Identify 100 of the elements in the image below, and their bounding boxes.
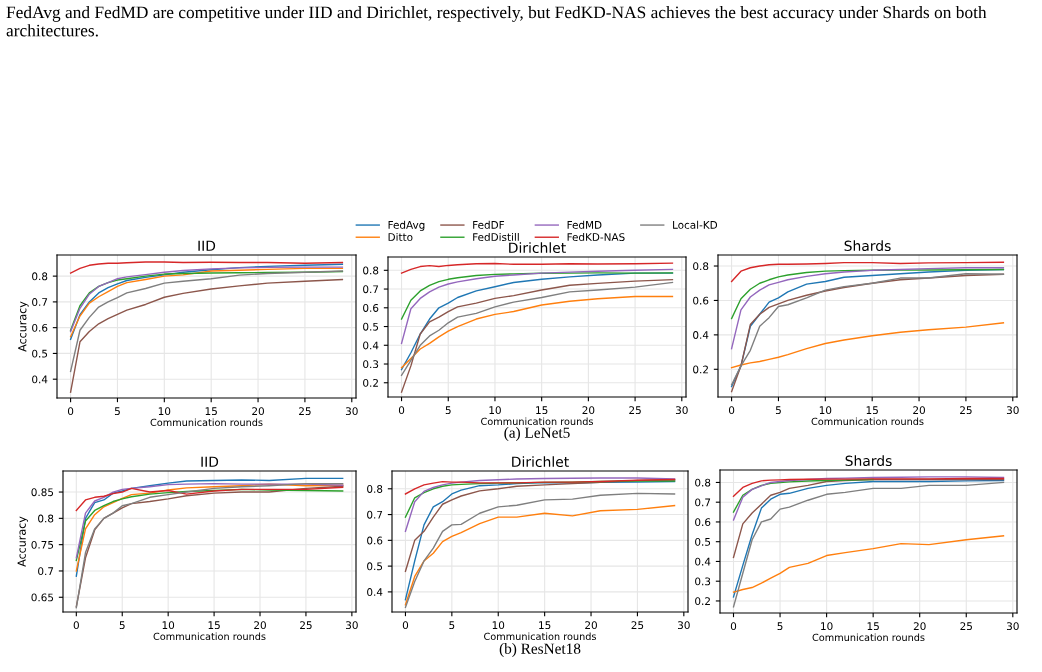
x-tick-label: 25 (629, 406, 641, 415)
y-axis-title: Accuracy (18, 301, 29, 352)
x-tick-label: 0 (728, 406, 735, 415)
line-series (69, 270, 344, 373)
x-tick-label: 20 (913, 622, 926, 631)
line-series (69, 278, 344, 393)
x-tick-label: 30 (1006, 622, 1019, 631)
line-series (69, 261, 344, 274)
x-axis-title: Communication rounds (812, 633, 925, 642)
x-tick-label: 30 (345, 407, 358, 416)
text: (b) ResNet18 (499, 643, 581, 657)
chart-title: IID (198, 240, 216, 251)
x-axis-title: Communication rounds (481, 417, 594, 426)
y-tick-label: 0.8 (32, 272, 48, 281)
x-tick-label: 25 (300, 621, 312, 630)
line-series (400, 262, 674, 274)
line-series (732, 476, 1005, 521)
y-tick-label: 0.8 (38, 514, 54, 523)
y-tick-label: 0.4 (693, 331, 709, 339)
y-tick-label: 0.7 (363, 285, 379, 294)
x-tick-label: 10 (819, 406, 832, 415)
y-tick-label: 0.75 (31, 540, 54, 549)
legend-label: FedDF (473, 220, 505, 229)
legend-label: FedDistill (473, 232, 519, 242)
legend-label: FedKD-NAS (567, 232, 625, 242)
x-axis-title: Communication rounds (153, 632, 266, 641)
y-tick-label: 0.4 (695, 557, 711, 566)
x-tick-label: 15 (866, 406, 878, 415)
y-tick-label: 0.4 (32, 375, 48, 384)
x-tick-label: 10 (158, 407, 171, 416)
x-tick-label: 0 (402, 621, 409, 630)
x-tick-label: 30 (1006, 406, 1019, 415)
legend-label: FedAvg (388, 220, 425, 231)
line-series (75, 486, 344, 512)
y-tick-label: 0.65 (31, 593, 54, 602)
x-tick-label: 20 (913, 406, 925, 415)
text: FedAvg and FedMD are competitive under IID and Dirichlet, respectively, but FedKD-NAS achieves the best accuracy under Shards on both architectures. (6, 6, 987, 37)
y-tick-label: 0.8 (367, 485, 383, 493)
legend-label: Local-KD (673, 220, 718, 229)
line-series (732, 535, 1005, 593)
x-tick-label: 30 (346, 621, 358, 630)
x-tick-label: 10 (821, 622, 833, 631)
x-tick-label: 25 (299, 407, 311, 416)
y-tick-label: 0.3 (695, 577, 711, 586)
chart-title: Shards (845, 455, 892, 467)
x-tick-label: 5 (445, 406, 451, 415)
x-tick-label: 15 (208, 621, 220, 630)
y-tick-label: 0.7 (32, 298, 48, 306)
x-tick-label: 15 (539, 621, 551, 630)
x-tick-label: 5 (775, 406, 781, 415)
x-tick-label: 25 (960, 622, 972, 631)
x-axis-title: Communication rounds (484, 632, 597, 641)
y-tick-label: 0.8 (695, 478, 711, 487)
line-series (400, 272, 674, 320)
y-tick-label: 0.6 (693, 296, 709, 305)
x-tick-label: 0 (67, 407, 74, 416)
x-axis-title: Communication rounds (150, 418, 263, 427)
y-tick-label: 0.5 (367, 562, 383, 571)
x-tick-label: 25 (631, 621, 644, 630)
line-series (730, 268, 1005, 320)
line-series (400, 295, 674, 369)
line-series (730, 267, 1005, 350)
y-tick-label: 0.7 (38, 567, 54, 576)
y-tick-label: 0.6 (363, 304, 379, 312)
legend-label: Ditto (388, 232, 413, 242)
y-tick-label: 0.2 (695, 597, 710, 606)
x-tick-label: 5 (114, 407, 120, 416)
line-series (400, 278, 674, 393)
x-tick-label: 5 (119, 621, 125, 630)
y-tick-label: 0.3 (363, 360, 379, 369)
line-series (732, 477, 1005, 497)
x-tick-label: 20 (254, 621, 266, 630)
x-tick-label: 15 (867, 622, 879, 631)
x-tick-label: 10 (492, 621, 505, 630)
y-tick-label: 0.8 (693, 262, 709, 271)
x-tick-label: 30 (675, 406, 688, 415)
chart-title: IID (201, 456, 219, 467)
y-tick-label: 0.6 (695, 518, 711, 527)
y-tick-label: 0.2 (363, 378, 378, 387)
x-tick-label: 10 (162, 621, 175, 630)
x-tick-label: 20 (582, 406, 595, 415)
chart-title: Shards (844, 240, 891, 252)
x-tick-label: 20 (252, 407, 264, 416)
line-series (404, 477, 676, 533)
x-tick-label: 5 (777, 622, 783, 631)
x-tick-label: 30 (677, 621, 690, 630)
y-tick-label: 0.7 (695, 498, 711, 507)
y-tick-label: 0.5 (363, 322, 379, 331)
chart-title: Dirichlet (512, 456, 569, 468)
y-tick-label: 0.4 (363, 341, 379, 350)
x-tick-label: 20 (585, 621, 597, 630)
line-series (730, 261, 1005, 283)
y-tick-label: 0.6 (32, 323, 48, 332)
x-tick-label: 25 (960, 406, 972, 415)
legend-label: FedMD (567, 220, 602, 229)
x-tick-label: 0 (730, 622, 737, 631)
y-tick-label: 0.85 (31, 488, 54, 497)
y-tick-label: 0.5 (32, 349, 48, 358)
y-tick-label: 0.2 (693, 365, 708, 374)
y-tick-label: 0.7 (367, 510, 383, 519)
